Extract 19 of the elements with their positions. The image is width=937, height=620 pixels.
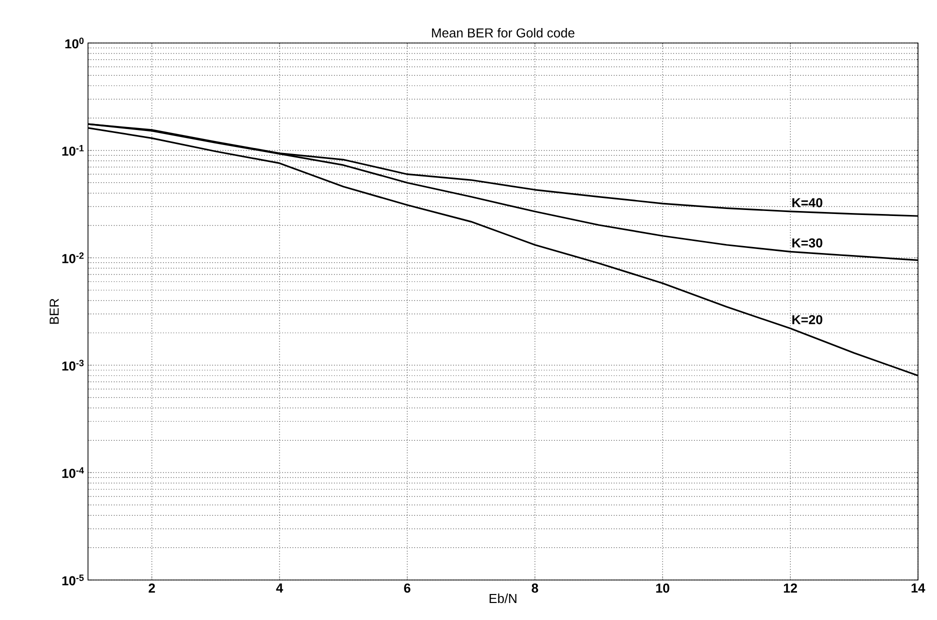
x-tick-label: 14 <box>912 584 926 592</box>
chart-title: Mean BER for Gold code <box>432 28 574 38</box>
x-tick-label: 10 <box>656 584 670 593</box>
series-label: K=20 <box>792 315 822 324</box>
x-tick-label: 6 <box>404 584 410 593</box>
x-tick-label: 8 <box>532 584 538 593</box>
series-label: K=40 <box>792 198 822 208</box>
y-tick-label: 10$^{-3}$ <box>62 360 84 371</box>
y-tick-label: 10$^{-4}$ <box>62 467 84 478</box>
x-tick-label: 12 <box>784 584 797 593</box>
x-tick-label: 4 <box>276 584 284 592</box>
y-tick-label: 10$^{-5}$ <box>62 574 84 586</box>
y-tick-label: 10$^{0}$ <box>65 38 84 48</box>
x-axis-title: Eb/N <box>490 594 516 604</box>
x-tick-label: 2 <box>148 584 155 593</box>
series-label: K=30 <box>792 238 822 248</box>
y-tick-label: 10$^{-2}$ <box>62 252 84 264</box>
y-tick-label: 10$^{-1}$ <box>62 145 84 156</box>
y-axis-title: BER <box>50 298 59 324</box>
